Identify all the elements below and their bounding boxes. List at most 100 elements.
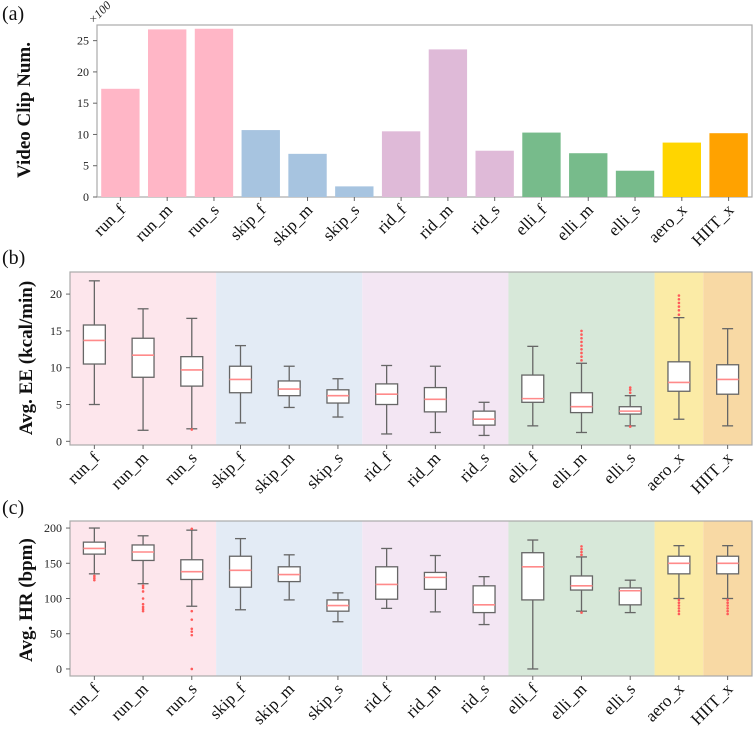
outlier-point (628, 388, 632, 392)
x-tick-label: HIIT_x (688, 200, 738, 250)
outlier-point (93, 578, 96, 582)
bar (288, 153, 327, 197)
bar (522, 132, 561, 197)
outlier-point (628, 386, 632, 389)
x-tick-label: skip_m (268, 200, 317, 249)
x-tick-label: run_m (107, 679, 152, 724)
x-tick-label: elli_f (503, 679, 542, 718)
box (618, 587, 642, 606)
x-tick-label: run_f (64, 448, 104, 488)
y-tick-label: 10 (50, 361, 62, 375)
bar (381, 131, 421, 197)
outlier-point (580, 550, 583, 554)
x-tick-label: rid_f (359, 679, 396, 716)
outlier-point (141, 605, 145, 609)
outlier-point (726, 607, 729, 610)
outlier-point (580, 351, 583, 355)
y-tick-label: 0 (56, 662, 62, 676)
x-tick-label: elli_m (546, 679, 590, 723)
x-tick-label: elli_m (553, 200, 597, 244)
y-tick-label: 200 (44, 521, 62, 535)
bar (428, 49, 468, 197)
box (423, 571, 447, 590)
outlier-point (141, 590, 145, 593)
y-tick-label: 15 (77, 96, 89, 110)
x-tick-label: skip_f (206, 448, 250, 492)
outlier-point (726, 612, 729, 616)
box (569, 392, 594, 414)
outlier-point (141, 609, 145, 613)
outlier-point (677, 601, 681, 605)
y-tick-label: 150 (44, 556, 62, 570)
x-tick-label: elli_f (511, 200, 550, 239)
y-multiplier: ×100 (85, 0, 113, 27)
outlier-point (677, 604, 681, 607)
x-tick-label: skip_f (226, 200, 270, 244)
plot-frame (96, 24, 753, 198)
outlier-point (580, 333, 583, 336)
outlier-point (677, 607, 681, 610)
outlier-point (190, 428, 194, 431)
outlier-point (190, 633, 194, 637)
x-tick-label: skip_s (319, 200, 363, 244)
outlier-point (580, 344, 583, 347)
outlier-point (141, 597, 145, 600)
x-tick-label: skip_m (249, 679, 298, 728)
box (472, 410, 496, 426)
box (667, 361, 691, 392)
box (180, 356, 204, 387)
x-tick-label: run_s (183, 200, 223, 240)
x-tick-label: run_s (160, 448, 200, 488)
x-tick-label: run_s (160, 679, 200, 719)
outlier-point (677, 297, 681, 301)
x-tick-label: elli_s (600, 679, 639, 718)
y-tick-label: 25 (77, 34, 89, 48)
y-tick-label: 10 (77, 127, 89, 141)
bar (475, 150, 514, 197)
outlier-point (677, 313, 681, 316)
outlier-point (580, 359, 583, 362)
y-tick-label: 100 (44, 592, 62, 606)
x-tick-label: elli_m (546, 448, 590, 492)
panel-label: (b) (2, 247, 25, 269)
outlier-point (726, 598, 729, 602)
y-tick-label: 20 (50, 287, 62, 301)
x-tick-label: aero_x (642, 448, 688, 494)
y-tick-label: 5 (56, 398, 62, 412)
x-tick-label: rid_f (359, 448, 396, 485)
x-tick-label: run_m (107, 448, 152, 493)
outlier-point (141, 586, 145, 590)
outlier-point (190, 618, 194, 621)
y-tick-label: 15 (50, 324, 62, 338)
x-tick-label: rid_m (402, 679, 444, 721)
outlier-point (580, 545, 583, 548)
y-axis-label: Video Clip Num. (14, 42, 35, 178)
outlier-point (141, 584, 145, 588)
outlier-point (677, 609, 681, 613)
outlier-point (677, 598, 681, 602)
outlier-point (580, 547, 583, 551)
outlier-point (580, 553, 583, 557)
x-tick-label: skip_m (249, 448, 298, 497)
bar (662, 142, 702, 197)
x-tick-label: run_f (64, 679, 104, 719)
outlier-point (677, 612, 681, 616)
outlier-point (726, 604, 729, 607)
bar (147, 29, 187, 198)
x-tick-label: aero_x (642, 679, 688, 725)
x-tick-label: skip_s (303, 448, 347, 492)
x-tick-label: rid_m (402, 448, 444, 490)
x-tick-label: rid_f (373, 200, 410, 237)
y-tick-label: 20 (77, 65, 89, 79)
x-tick-label: elli_s (600, 448, 639, 487)
panel-label: (a) (2, 3, 24, 25)
bar (569, 153, 608, 197)
x-tick-label: rid_s (455, 448, 492, 485)
box (716, 555, 740, 575)
bar (709, 133, 748, 197)
panel-c: 0 50 100 150 200 run_f run_m run_s skip_f skip_m s… (2, 497, 753, 729)
outlier-point (190, 667, 194, 671)
outlier-point (628, 425, 632, 428)
box (472, 585, 496, 614)
